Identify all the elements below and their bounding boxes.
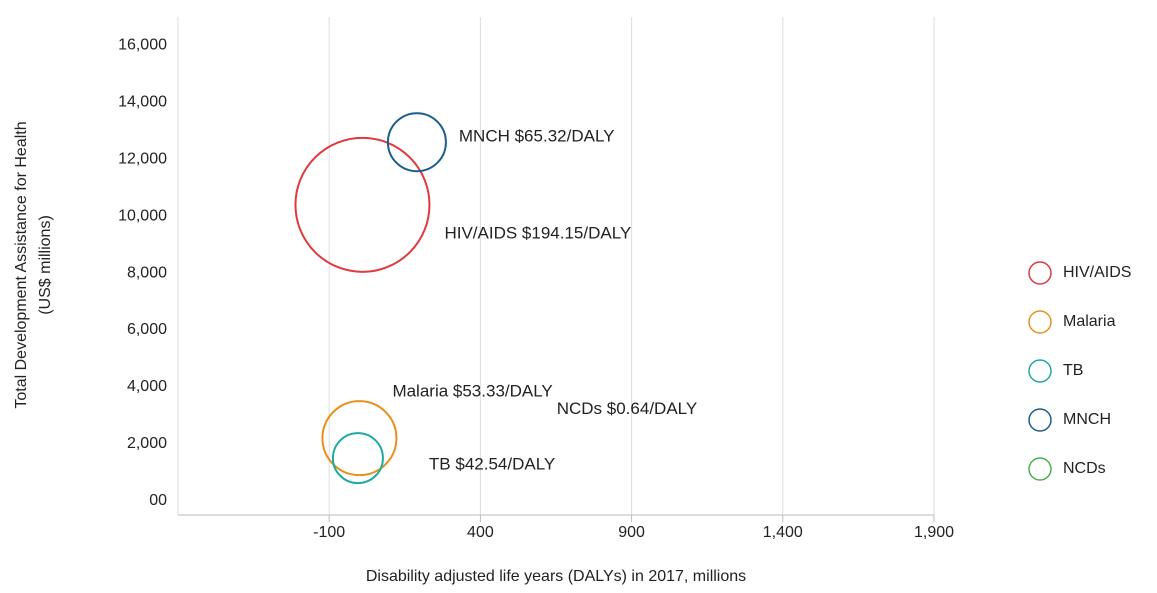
y-axis-title: Total Development Assistance for Health bbox=[13, 121, 30, 408]
legend-label: MNCH bbox=[1063, 411, 1111, 428]
bubble-label: HIV/AIDS $194.15/DALY bbox=[444, 223, 631, 242]
y-tick-label: 6,000 bbox=[127, 321, 167, 338]
bubble-label: MNCH $65.32/DALY bbox=[459, 127, 615, 146]
y-tick-label: 2,000 bbox=[127, 435, 167, 452]
bubble bbox=[321, 400, 398, 477]
legend-swatch bbox=[1028, 408, 1052, 432]
legend-swatch bbox=[1028, 457, 1052, 481]
bubble bbox=[331, 432, 384, 485]
bubble bbox=[386, 112, 447, 173]
y-axis-title: (US$ millions) bbox=[37, 215, 54, 315]
x-tick-label: 1,400 bbox=[763, 524, 803, 541]
y-tick-label: 00 bbox=[149, 492, 167, 509]
legend-label: TB bbox=[1063, 362, 1083, 379]
y-tick-label: 8,000 bbox=[127, 264, 167, 281]
x-axis-title: Disability adjusted life years (DALYs) i… bbox=[366, 568, 746, 585]
legend-label: HIV/AIDS bbox=[1063, 264, 1131, 281]
legend-swatch bbox=[1028, 310, 1052, 334]
x-tick-label: 900 bbox=[618, 524, 645, 541]
y-tick-label: 4,000 bbox=[127, 378, 167, 395]
y-tick-label: 10,000 bbox=[118, 207, 167, 224]
x-tick-label: -100 bbox=[313, 524, 345, 541]
x-tick-label: 1,900 bbox=[914, 524, 954, 541]
bubble-label: Malaria $53.33/DALY bbox=[392, 382, 552, 401]
bubble-label: NCDs $0.64/DALY bbox=[557, 399, 697, 418]
legend-swatch bbox=[1028, 359, 1052, 383]
legend-swatch bbox=[1028, 261, 1052, 285]
y-tick-label: 14,000 bbox=[118, 94, 167, 111]
y-tick-label: 16,000 bbox=[118, 37, 167, 54]
y-tick-label: 12,000 bbox=[118, 151, 167, 168]
bubble-label: TB $42.54/DALY bbox=[429, 455, 555, 474]
x-tick-label: 400 bbox=[467, 524, 494, 541]
legend-label: Malaria bbox=[1063, 313, 1116, 330]
bubble bbox=[294, 136, 431, 273]
legend-label: NCDs bbox=[1063, 460, 1106, 477]
